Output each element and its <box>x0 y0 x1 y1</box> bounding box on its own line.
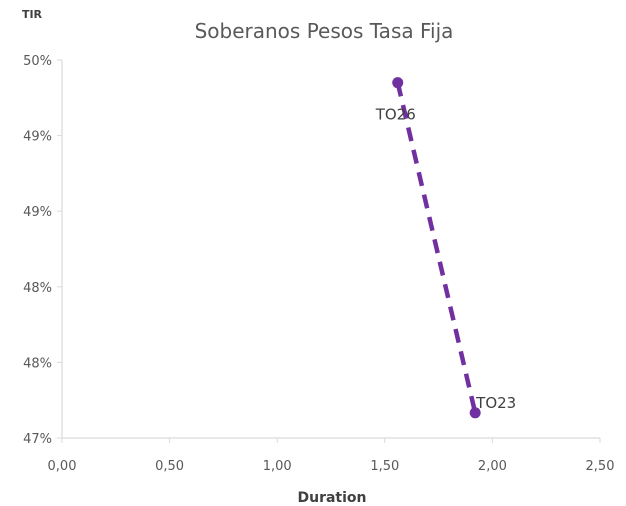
y-tick-label: 48% <box>23 356 52 371</box>
y-tick-label: 48% <box>23 281 52 296</box>
y-axis-title: TIR <box>22 8 43 21</box>
trendline-layer <box>395 82 478 414</box>
x-tick-label: 0,50 <box>155 459 184 474</box>
y-tick-label: 49% <box>23 205 52 220</box>
y-tick-label: 47% <box>23 432 52 447</box>
data-point-to23 <box>469 407 481 419</box>
data-point-to26 <box>392 77 404 89</box>
x-tick-label: 1,00 <box>263 459 292 474</box>
data-label-to23: TO23 <box>475 394 516 412</box>
y-tick-label: 50% <box>23 54 52 69</box>
x-tick-label: 2,00 <box>478 459 507 474</box>
data-points <box>392 77 481 419</box>
trendline <box>395 82 478 414</box>
x-axis-title: Duration <box>297 490 366 506</box>
x-tick-label: 0,00 <box>48 459 77 474</box>
x-tick-label: 1,50 <box>370 459 399 474</box>
data-labels: TO26 TO23 <box>375 106 517 412</box>
data-label-to26: TO26 <box>375 106 416 124</box>
chart-title: Soberanos Pesos Tasa Fija <box>195 19 454 43</box>
y-tick-label: 49% <box>23 130 52 145</box>
axes <box>57 59 601 443</box>
tick-labels: 47% 48% 48% 49% 49% 50% 0,00 0,50 1,00 1,50 2,00 2,… <box>23 54 614 474</box>
x-tick-label: 2,50 <box>586 459 615 474</box>
